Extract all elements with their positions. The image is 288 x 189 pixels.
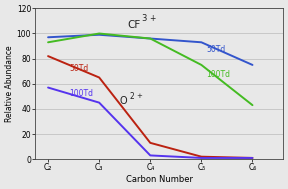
Text: +: + [149, 14, 155, 23]
Text: +: + [136, 93, 142, 99]
Text: 2: 2 [130, 92, 134, 101]
Text: 100Td: 100Td [206, 70, 230, 80]
Text: 3: 3 [142, 14, 147, 23]
Text: O: O [120, 96, 127, 106]
Y-axis label: Relative Abundance: Relative Abundance [5, 46, 14, 122]
Text: CF: CF [127, 20, 141, 30]
Text: 50Td: 50Td [206, 45, 226, 54]
Text: 50Td: 50Td [69, 64, 89, 73]
Text: 100Td: 100Td [69, 89, 94, 98]
X-axis label: Carbon Number: Carbon Number [126, 175, 193, 184]
